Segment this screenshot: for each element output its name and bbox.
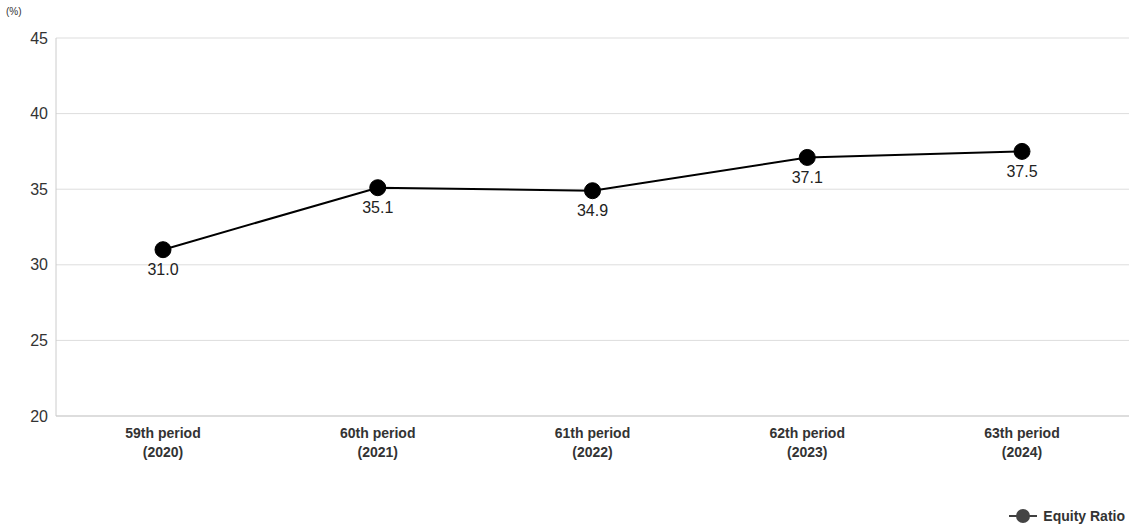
svg-text:60th period(2021): 60th period(2021)	[340, 425, 415, 460]
svg-text:63th period(2024): 63th period(2024)	[984, 425, 1059, 460]
svg-text:35: 35	[30, 181, 48, 198]
svg-text:37.1: 37.1	[792, 169, 823, 186]
svg-text:20: 20	[30, 408, 48, 425]
svg-text:35.1: 35.1	[362, 199, 393, 216]
svg-text:62th period(2023): 62th period(2023)	[770, 425, 845, 460]
svg-text:61th period(2022): 61th period(2022)	[555, 425, 630, 460]
html-text:Equity Ratio: Equity Ratio	[1043, 508, 1125, 524]
svg-text:45: 45	[30, 30, 48, 47]
svg-text:37.5: 37.5	[1006, 163, 1037, 180]
svg-text:30: 30	[30, 256, 48, 273]
svg-text:31.0: 31.0	[147, 261, 178, 278]
svg-text:40: 40	[30, 105, 48, 122]
svg-text:59th period(2020): 59th period(2020)	[125, 425, 200, 460]
svg-text:25: 25	[30, 332, 48, 349]
svg-text:34.9: 34.9	[577, 202, 608, 219]
